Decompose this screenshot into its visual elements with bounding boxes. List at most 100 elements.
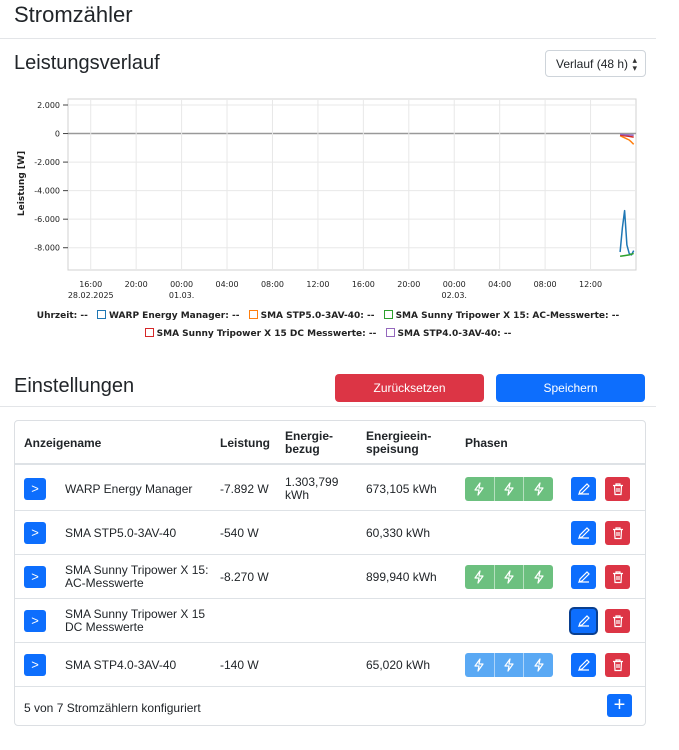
table-row: > SMA Sunny Tripower X 15: AC-Messwerte -… <box>15 555 645 599</box>
legend-item-stp4[interactable]: SMA STP4.0-3AV-40: -- <box>385 328 511 339</box>
add-meter-button[interactable]: + <box>607 694 632 717</box>
meter-name: SMA Sunny Tripower X 15: AC-Messwerte <box>65 563 209 590</box>
x-tick-label: 16:00 <box>352 280 375 289</box>
x-tick-label: 00:00 <box>443 280 466 289</box>
legend-item-tripower-dc[interactable]: SMA Sunny Tripower X 15 DC Messwerte: -- <box>144 328 376 339</box>
meter-import: 1.303,799 kWh <box>285 475 339 502</box>
phase-l2-icon <box>493 653 524 677</box>
meter-name: SMA STP4.0-3AV-40 <box>65 658 177 672</box>
reset-button[interactable]: Zurücksetzen <box>335 374 484 402</box>
x-tick-label: 00:00 <box>170 280 193 289</box>
phase-indicators <box>465 653 553 677</box>
meter-power: -8.270 W <box>220 570 269 584</box>
series-line-2 <box>619 252 634 258</box>
edit-button[interactable] <box>571 477 596 501</box>
delete-button[interactable] <box>605 477 630 501</box>
phase-l1-icon <box>465 477 494 501</box>
edit-button[interactable] <box>571 521 596 545</box>
x-tick-date-label: 02.03. <box>442 291 467 300</box>
delete-button[interactable] <box>605 653 630 677</box>
delete-button[interactable] <box>605 521 630 545</box>
expand-button[interactable]: > <box>24 566 46 588</box>
trash-icon <box>612 659 623 672</box>
expand-button[interactable]: > <box>24 654 46 676</box>
divider <box>0 38 656 39</box>
series-line-3 <box>619 134 634 138</box>
legend-swatch-icon <box>385 328 395 337</box>
history-range-select[interactable]: Verlauf (48 h) ▴ ▾ <box>545 50 646 77</box>
settings-title: Einstellungen <box>14 375 135 397</box>
meter-export: 673,105 kWh <box>366 482 437 496</box>
trash-icon <box>612 483 623 496</box>
select-arrows-icon: ▴ ▾ <box>632 55 637 73</box>
phase-indicators <box>465 477 553 501</box>
legend-swatch-icon <box>144 328 154 337</box>
series-line-0 <box>619 209 635 256</box>
delete-button[interactable] <box>605 565 630 589</box>
series-line-4 <box>620 133 634 137</box>
header-export: Energieein-speisung <box>366 429 432 456</box>
history-range-value: Verlauf (48 h) <box>556 57 629 71</box>
x-tick-label: 08:00 <box>261 280 284 289</box>
x-tick-label: 20:00 <box>125 280 148 289</box>
pencil-icon <box>577 615 590 627</box>
legend-swatch-icon <box>97 310 107 319</box>
table-row: > WARP Energy Manager -7.892 W 1.303,799… <box>15 467 645 511</box>
x-tick-date-label: 28.02.2025 <box>68 291 114 300</box>
y-tick-label: -2.000 <box>34 158 60 167</box>
x-tick-label: 12:00 <box>306 280 329 289</box>
meter-name: SMA STP5.0-3AV-40 <box>65 526 177 540</box>
header-import: Energie-bezug <box>285 429 334 456</box>
x-tick-label: 04:00 <box>488 280 511 289</box>
plot-frame <box>67 98 637 271</box>
meter-export: 60,330 kWh <box>366 526 431 540</box>
table-row: > SMA STP5.0-3AV-40 -540 W 60,330 kWh <box>15 511 645 555</box>
header-power: Leistung <box>220 436 270 450</box>
legend-item-warp[interactable]: WARP Energy Manager: -- <box>97 310 239 321</box>
phase-l3-icon <box>523 565 553 589</box>
pencil-icon <box>577 659 590 671</box>
configured-count: 5 von 7 Stromzählern konfiguriert <box>24 701 201 715</box>
header-phases: Phasen <box>465 436 508 450</box>
pencil-icon <box>577 527 590 539</box>
x-tick-label: 08:00 <box>534 280 557 289</box>
legend-item-stp5[interactable]: SMA STP5.0-3AV-40: -- <box>248 310 374 321</box>
legend-row-2: SMA Sunny Tripower X 15 DC Messwerte: --… <box>0 328 656 339</box>
legend-item-tripower-ac[interactable]: SMA Sunny Tripower X 15: AC-Messwerte: -… <box>383 310 619 321</box>
meter-export: 65,020 kWh <box>366 658 431 672</box>
phase-indicators <box>465 565 553 589</box>
y-tick-label: 2.000 <box>37 101 60 110</box>
power-history-chart: 2.000 0 -2.000 -4.000 -6.000 -8.000 16:00 28.02… <box>17 98 637 300</box>
trash-icon <box>612 571 623 584</box>
save-button[interactable]: Speichern <box>496 374 645 402</box>
y-axis-label: Leistung [W] <box>17 151 27 216</box>
divider <box>0 406 656 407</box>
phase-l2-icon <box>493 565 524 589</box>
edit-button[interactable] <box>571 609 596 633</box>
expand-button[interactable]: > <box>24 478 46 500</box>
legend-row-1: Uhrzeit: -- WARP Energy Manager: -- SMA … <box>0 310 656 321</box>
page-title: Stromzähler <box>14 2 133 27</box>
expand-button[interactable]: > <box>24 610 46 632</box>
trash-icon <box>612 615 623 628</box>
history-title: Leistungsverlauf <box>14 52 160 74</box>
legend-swatch-icon <box>248 310 258 319</box>
phase-l3-icon <box>523 653 553 677</box>
expand-button[interactable]: > <box>24 522 46 544</box>
edit-button[interactable] <box>571 653 596 677</box>
legend-swatch-icon <box>383 310 393 319</box>
table-header: Anzeigename Leistung Energie-bezug Energ… <box>15 421 645 465</box>
y-tick-label: -6.000 <box>34 215 60 224</box>
phase-l1-icon <box>465 653 494 677</box>
table-row: > SMA Sunny Tripower X 15 DC Messwerte <box>15 599 645 643</box>
edit-button[interactable] <box>571 565 596 589</box>
meter-power: -540 W <box>220 526 259 540</box>
delete-button[interactable] <box>605 609 630 633</box>
x-tick-label: 04:00 <box>216 280 239 289</box>
y-tick-label: 0 <box>55 130 60 139</box>
meter-name: WARP Energy Manager <box>65 482 193 496</box>
x-tick-label: 12:00 <box>579 280 602 289</box>
x-tick-label: 20:00 <box>397 280 420 289</box>
pencil-icon <box>577 571 590 583</box>
meters-table: Anzeigename Leistung Energie-bezug Energ… <box>14 420 646 726</box>
